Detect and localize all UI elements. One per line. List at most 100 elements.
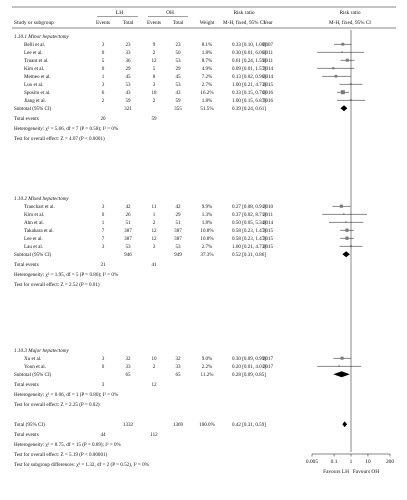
overall-weight: 100.0% bbox=[199, 422, 215, 428]
study-name-14: Lau et al. bbox=[24, 244, 43, 250]
study-t1-10: 26 bbox=[125, 212, 131, 218]
study-year-12: 2015 bbox=[263, 228, 274, 234]
subtotal-diamond-3 bbox=[333, 371, 350, 378]
heterogeneity-3: Heterogeneity: χ² = 0.06, df = 1 (P = 0.… bbox=[14, 391, 119, 398]
subtotal-weight-2: 37.3% bbox=[200, 252, 214, 258]
study-ci-text-9: 0.27 [0.08, 0.91] bbox=[232, 204, 266, 210]
favours-right-label: Favours OH bbox=[353, 469, 380, 475]
study-t2-10: 29 bbox=[175, 212, 181, 218]
study-e1-4: 0 bbox=[102, 66, 105, 72]
study-t1-15: 32 bbox=[125, 356, 131, 362]
study-weight-1: 8.1% bbox=[202, 42, 213, 48]
study-year-4: 2014 bbox=[263, 66, 274, 72]
header-events-1: Events bbox=[96, 20, 110, 26]
study-e1-7: 6 bbox=[102, 90, 105, 96]
study-year-9: 2010 bbox=[263, 204, 274, 210]
study-t2-7: 43 bbox=[175, 90, 181, 96]
study-e1-6: 3 bbox=[102, 82, 105, 88]
total-events-label-1: Total events bbox=[14, 116, 39, 122]
x-tick-label-4: 10 bbox=[365, 459, 371, 465]
study-year-15: 2017 bbox=[263, 356, 274, 362]
study-e1-11: 1 bbox=[102, 220, 105, 226]
study-year-8: 2016 bbox=[263, 98, 274, 104]
study-e2-16: 2 bbox=[153, 364, 156, 370]
heterogeneity-2: Heterogeneity: χ² = 1.95, df = 5 (P = 0.… bbox=[14, 271, 119, 278]
subtotal-ci-text-3: 0.28 [0.09, 0.85] bbox=[232, 372, 266, 378]
point-estimate-12 bbox=[345, 228, 349, 232]
study-ci-text-3: 0.61 [0.24, 1.59] bbox=[232, 58, 266, 64]
header-events-2: Events bbox=[147, 20, 161, 26]
study-t1-1: 23 bbox=[125, 42, 131, 48]
point-estimate-3 bbox=[345, 58, 349, 62]
point-estimate-2 bbox=[341, 51, 343, 53]
header-plot-method: M-H, fixed, 95% CI bbox=[329, 19, 371, 26]
total-events-e1-2: 21 bbox=[100, 262, 106, 268]
study-e2-5: 8 bbox=[153, 74, 156, 80]
study-e2-14: 3 bbox=[153, 244, 156, 250]
subtotal-ci-text-2: 0.52 [0.31, 0.86] bbox=[232, 252, 266, 258]
study-e2-10: 1 bbox=[153, 212, 156, 218]
study-weight-15: 9.0% bbox=[202, 356, 213, 362]
study-name-3: Truant et al. bbox=[24, 58, 49, 64]
study-t1-14: 53 bbox=[125, 244, 131, 250]
study-e1-14: 3 bbox=[102, 244, 105, 250]
study-year-5: 2014 bbox=[263, 74, 274, 80]
study-e2-12: 12 bbox=[151, 228, 157, 234]
study-weight-8: 1.8% bbox=[202, 98, 213, 104]
study-e2-13: 12 bbox=[151, 236, 157, 242]
study-e2-9: 11 bbox=[152, 204, 157, 210]
header-rr-title: Risk ratio bbox=[233, 10, 254, 16]
study-year-1: 2007 bbox=[263, 42, 274, 48]
study-t2-4: 29 bbox=[175, 66, 181, 72]
subtotal-weight-3: 11.2% bbox=[201, 372, 215, 378]
study-e1-1: 3 bbox=[102, 42, 105, 48]
study-e1-2: 0 bbox=[102, 50, 105, 56]
study-name-8: Jiang et al. bbox=[24, 98, 46, 104]
study-e1-15: 3 bbox=[102, 356, 105, 362]
study-weight-16: 2.2% bbox=[202, 364, 213, 370]
study-e1-9: 3 bbox=[102, 204, 105, 210]
point-estimate-5 bbox=[334, 74, 338, 78]
study-t1-5: 45 bbox=[125, 74, 131, 80]
subtotal-t1-1: 321 bbox=[124, 106, 132, 112]
subtotal-label-3: Subtotal (95% CI) bbox=[14, 371, 52, 378]
study-e1-8: 2 bbox=[102, 98, 105, 104]
overall-effect-2: Test for overall effect: Z = 2.52 (P = 0… bbox=[14, 281, 100, 288]
study-e1-5: 1 bbox=[102, 74, 105, 80]
study-year-3: 2011 bbox=[263, 58, 273, 64]
subtotal-label-1: Subtotal (95% CI) bbox=[14, 105, 52, 112]
header-group1: LH bbox=[116, 10, 123, 16]
overall-heterogeneity: Heterogeneity: χ² = 8.75, df = 15 (P = 0… bbox=[14, 441, 121, 448]
study-ci-text-2: 0.30 [0.01, 6.06] bbox=[232, 50, 266, 56]
study-ci-text-7: 0.33 [0.15, 0.76] bbox=[232, 90, 266, 96]
study-t1-12: 387 bbox=[124, 228, 132, 234]
study-t1-3: 36 bbox=[125, 58, 131, 64]
subgroup-differences: Test for subgroup differences: χ² = 1.32… bbox=[14, 461, 150, 468]
subtotal-diamond-2 bbox=[342, 251, 350, 258]
point-estimate-4 bbox=[332, 67, 335, 70]
total-events-e1-1: 20 bbox=[100, 116, 106, 122]
point-estimate-13 bbox=[345, 236, 349, 240]
study-t2-15: 32 bbox=[175, 356, 181, 362]
total-events-e2-1: 59 bbox=[151, 116, 157, 122]
header-study: Study or subgroup bbox=[14, 20, 54, 26]
study-e2-11: 2 bbox=[153, 220, 156, 226]
study-t1-7: 43 bbox=[125, 90, 131, 96]
study-name-13: Lee et al. bbox=[24, 236, 43, 242]
study-e2-2: 2 bbox=[153, 50, 156, 56]
subtotal-t1-3: 65 bbox=[125, 372, 131, 378]
study-ci-text-10: 0.37 [0.02, 8.71] bbox=[232, 212, 266, 218]
heterogeneity-1: Heterogeneity: χ² = 5.66, df = 7 (P = 0.… bbox=[14, 125, 119, 132]
study-e2-8: 2 bbox=[153, 98, 156, 104]
study-name-6: Luo et al. bbox=[24, 82, 43, 88]
study-t2-12: 387 bbox=[174, 228, 182, 234]
study-t2-8: 59 bbox=[175, 98, 181, 104]
study-e1-16: 0 bbox=[102, 364, 105, 370]
study-t2-9: 42 bbox=[175, 204, 181, 210]
point-estimate-9 bbox=[339, 204, 343, 208]
header-total-2: Total bbox=[173, 20, 184, 26]
study-ci-text-16: 0.20 [0.01, 4.01] bbox=[232, 364, 266, 370]
subtotal-ci-text-1: 0.39 [0.24, 0.61] bbox=[232, 106, 266, 112]
study-t2-2: 50 bbox=[175, 50, 181, 56]
